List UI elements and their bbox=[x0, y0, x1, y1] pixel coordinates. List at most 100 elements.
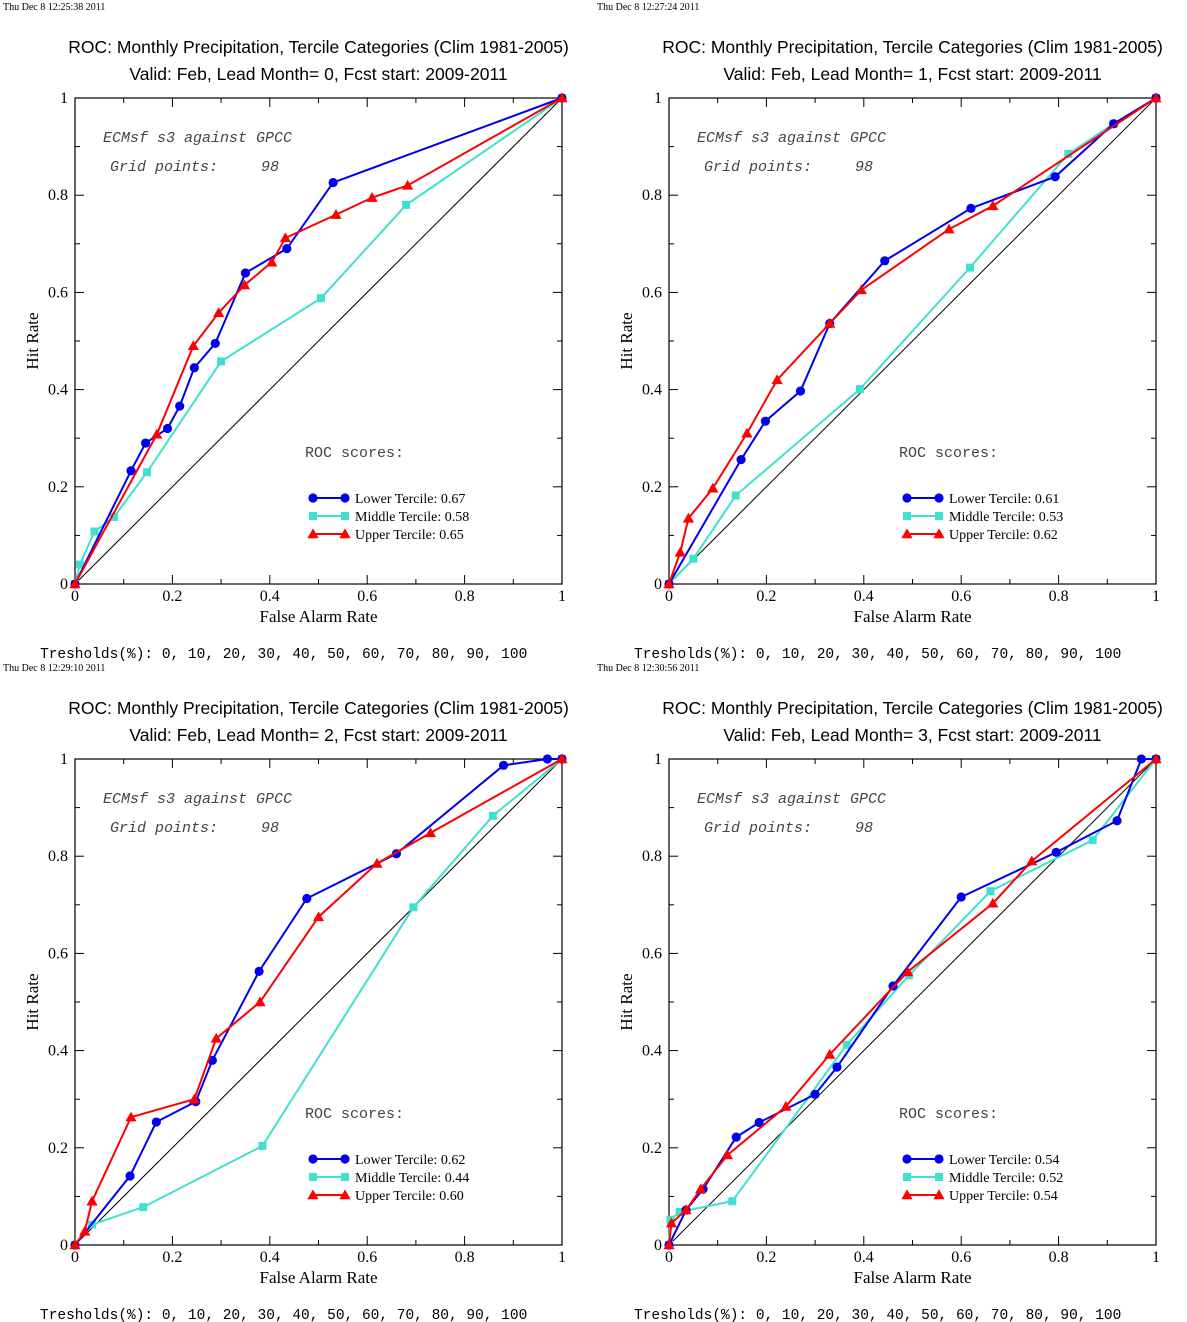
legend-marker-lower bbox=[340, 1154, 350, 1164]
x-tick-label: 1 bbox=[558, 1249, 566, 1266]
data-point-middle bbox=[143, 468, 152, 477]
timestamp: Thu Dec 8 12:25:38 2011 bbox=[3, 2, 105, 13]
legend-marker-lower bbox=[902, 1154, 912, 1164]
data-point-lower bbox=[240, 268, 251, 278]
data-point-middle bbox=[139, 1203, 148, 1212]
data-point-middle bbox=[75, 560, 84, 569]
data-point-lower bbox=[141, 438, 151, 448]
data-point-lower bbox=[125, 1171, 135, 1181]
roc-panel-lead-3: Thu Dec 8 12:30:56 2011 ROC: Monthly Prec… bbox=[597, 663, 1163, 1322]
data-point-lower bbox=[736, 454, 746, 465]
data-point-upper bbox=[125, 1111, 137, 1122]
data-point-lower bbox=[795, 386, 806, 396]
data-point-middle bbox=[675, 1207, 684, 1216]
annotation-grid-value: 98 bbox=[261, 820, 279, 837]
legend-entry-upper: Upper Tercile: 0.60 bbox=[355, 1189, 464, 1204]
y-tick-label: 0.6 bbox=[642, 284, 662, 301]
data-point-lower bbox=[880, 256, 890, 266]
y-tick-label: 0.4 bbox=[642, 382, 662, 399]
data-point-lower bbox=[810, 1089, 820, 1099]
x-tick-label: 0.4 bbox=[854, 588, 874, 605]
x-tick-label: 0 bbox=[71, 588, 79, 605]
x-axis-label: False Alarm Rate bbox=[853, 1268, 971, 1287]
y-tick-label: 0.8 bbox=[642, 187, 662, 204]
data-point-upper bbox=[987, 200, 999, 211]
data-point-middle bbox=[316, 294, 325, 303]
annotation-grid-label: Grid points: bbox=[704, 159, 812, 176]
data-point-upper bbox=[213, 307, 225, 318]
legend-marker-middle bbox=[935, 512, 943, 520]
data-point-middle bbox=[842, 1040, 851, 1049]
y-tick-label: 1 bbox=[654, 751, 662, 768]
data-point-lower bbox=[175, 401, 185, 411]
y-tick-label: 0.8 bbox=[48, 848, 68, 865]
data-point-lower bbox=[210, 338, 220, 349]
x-tick-label: 0.6 bbox=[357, 1249, 377, 1266]
data-point-upper bbox=[86, 1195, 98, 1206]
thresholds-text: Tresholds(%): 0, 10, 20, 30, 40, 50, 60,… bbox=[634, 1308, 1121, 1322]
x-tick-label: 1 bbox=[558, 588, 566, 605]
data-point-lower bbox=[282, 244, 292, 254]
legend-entry-lower: Lower Tercile: 0.61 bbox=[949, 492, 1059, 507]
legend-marker-lower bbox=[308, 493, 318, 503]
x-tick-label: 0.8 bbox=[1049, 1249, 1069, 1266]
y-tick-label: 0 bbox=[60, 576, 68, 593]
data-point-upper bbox=[771, 374, 783, 385]
data-point-lower bbox=[151, 1117, 161, 1127]
data-point-lower bbox=[1109, 119, 1119, 129]
data-point-upper bbox=[151, 428, 163, 439]
legend-marker-lower bbox=[902, 493, 912, 503]
data-point-upper bbox=[402, 179, 414, 190]
legend-entry-middle: Middle Tercile: 0.52 bbox=[949, 1171, 1063, 1186]
x-tick-label: 0.6 bbox=[951, 588, 971, 605]
legend-marker-middle bbox=[935, 1173, 943, 1181]
data-point-upper bbox=[665, 1217, 678, 1228]
data-point-upper bbox=[556, 92, 568, 103]
data-point-middle bbox=[402, 200, 411, 209]
data-point-upper bbox=[674, 546, 686, 557]
data-point-upper bbox=[266, 256, 278, 267]
x-tick-label: 1 bbox=[1152, 1249, 1160, 1266]
x-tick-label: 0.8 bbox=[1049, 588, 1069, 605]
x-tick-label: 0 bbox=[665, 1249, 673, 1266]
x-tick-label: 0.2 bbox=[162, 1249, 182, 1266]
data-point-middle bbox=[728, 1197, 737, 1206]
y-axis-label: Hit Rate bbox=[617, 973, 636, 1030]
legend-entry-upper: Upper Tercile: 0.54 bbox=[949, 1189, 1058, 1204]
legend-marker-middle bbox=[341, 512, 349, 520]
x-axis-label: False Alarm Rate bbox=[259, 1268, 377, 1287]
data-point-upper bbox=[663, 578, 675, 589]
no-skill-diagonal bbox=[74, 758, 563, 1246]
chart-title: ROC: Monthly Precipitation, Tercile Cate… bbox=[68, 698, 569, 718]
annotation-grid-label: Grid points: bbox=[110, 820, 218, 837]
data-point-upper bbox=[680, 1204, 692, 1215]
annotation-grid-label: Grid points: bbox=[704, 820, 812, 837]
series-line-middle bbox=[668, 97, 1157, 585]
x-tick-label: 0.6 bbox=[357, 588, 377, 605]
roc-panel-lead-0: Thu Dec 8 12:25:38 2011 ROC: Monthly Prec… bbox=[3, 2, 569, 663]
data-point-lower bbox=[832, 1062, 842, 1072]
data-point-lower bbox=[162, 423, 173, 434]
data-point-lower bbox=[1051, 847, 1061, 857]
chart-title: ROC: Monthly Precipitation, Tercile Cate… bbox=[662, 37, 1163, 57]
x-axis-label: False Alarm Rate bbox=[259, 607, 377, 626]
chart-title: ROC: Monthly Precipitation, Tercile Cate… bbox=[68, 37, 569, 57]
x-tick-label: 0.8 bbox=[455, 1249, 475, 1266]
legend-entry-upper: Upper Tercile: 0.65 bbox=[355, 528, 464, 543]
data-point-middle bbox=[488, 811, 497, 820]
data-point-lower bbox=[956, 892, 966, 902]
data-point-middle bbox=[965, 263, 974, 272]
y-tick-label: 0 bbox=[654, 576, 662, 593]
y-tick-label: 0.8 bbox=[48, 187, 68, 204]
annotation-grid-label: Grid points: bbox=[110, 159, 218, 176]
data-point-upper bbox=[682, 512, 695, 523]
data-point-lower bbox=[254, 966, 264, 976]
data-point-lower bbox=[302, 893, 312, 904]
data-point-upper bbox=[721, 1149, 734, 1160]
x-tick-label: 0.8 bbox=[455, 588, 475, 605]
y-tick-label: 0.4 bbox=[48, 382, 68, 399]
legend-marker-upper bbox=[901, 528, 913, 539]
data-point-middle bbox=[689, 554, 698, 563]
data-point-middle bbox=[1088, 836, 1097, 845]
